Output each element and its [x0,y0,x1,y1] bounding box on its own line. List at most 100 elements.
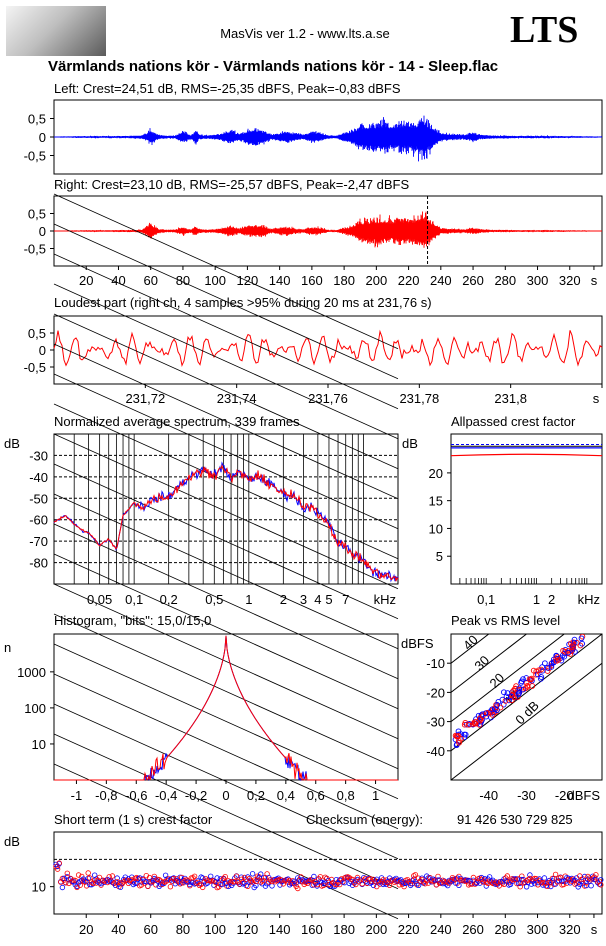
histogram-ylabel: n [4,640,11,655]
peakrms-point [548,660,555,667]
right-wave-xtick-label: 180 [333,273,355,288]
right-wave-ytick-label: 0,5 [28,207,46,222]
stcrest-xtick-label: 140 [269,922,291,937]
peakrms-point [508,693,514,700]
spectrum-slope-line [53,613,399,770]
spectrum-slope-line [53,523,399,680]
peakrms-line-label: 30 [471,653,492,674]
stcrest-point-right [96,874,103,881]
histogram-series-left [54,635,398,781]
spectrum-slope-line [53,493,399,650]
stcrest-xtick-label: 100 [204,922,226,937]
stcrest-point-left [214,875,220,881]
histogram-xtick-label: 0 [222,788,229,803]
stcrest-ytick-label: 10 [32,880,46,895]
stcrest-xtick-label: 320 [559,922,581,937]
crest-xtick-label: 2 [548,592,555,607]
crest-right-line [450,453,603,457]
crest-frame [450,433,603,585]
stcrest-point-right [167,884,174,890]
histogram-title: Histogram, "bits": 15,0/15,0 [54,613,212,628]
spectrum-slope-line [53,463,399,620]
peakrms-xtick-label: -30 [517,788,536,803]
peakrms-xlabel: dBFS [567,788,600,803]
stcrest-point-right [415,875,422,881]
spectrum-slope-line [53,343,399,500]
right-wave-xtick-label: 200 [366,273,388,288]
checksum-label: Checksum (energy): [306,812,424,827]
stcrest-point-left [93,876,99,882]
stcrest-point-right [590,875,596,881]
right-wave-xtick-label: 80 [176,273,190,288]
stcrest-xtick-label: 260 [462,922,484,937]
stcrest-point-left [114,875,120,881]
stcrest-point-right [506,879,512,886]
stcrest-xtick-label: 40 [111,922,125,937]
checksum-value: 91 426 530 729 825 [457,812,573,827]
stcrest-point-right [191,873,198,879]
stcrest-point-right [54,866,61,872]
stcrest-point-right [593,872,599,878]
stcrest-point-left [146,879,153,885]
histogram-ytick-label: 100 [24,701,46,716]
spectrum-xtick-label: 2 [280,592,287,607]
crest-xtick-label: 0,1 [477,592,495,607]
spectrum-xtick-label: 0,2 [160,592,178,607]
stcrest-point-left [598,877,604,883]
spectrum-slope-line [53,193,399,350]
stcrest-point-right [220,875,227,881]
histogram-xtick-label: 1 [372,788,379,803]
stcrest-point-right [90,880,96,886]
stcrest-point-right [91,877,98,883]
app-title: MasVis ver 1.2 - www.lts.a.se [220,26,390,41]
stcrest-point-right [470,874,477,881]
crest-xtick-label: 1 [533,592,540,607]
stcrest-point-right [448,878,454,884]
loudest-xtick-label: 231,78 [399,391,439,406]
loudest-xtick-label: 231,72 [125,391,165,406]
peakrms-point [482,710,489,717]
stcrest-point-left [585,876,591,883]
histogram-series-right [54,635,398,781]
stcrest-point-left [582,873,588,880]
stcrest-point-left [407,882,414,889]
spectrum-slope-line [53,643,399,800]
stcrest-point-left [311,873,317,880]
right-wave-xtick-label: 300 [527,273,549,288]
stcrest-point-right [251,877,257,883]
loudest-ytick-label: 0,5 [28,326,46,341]
loudest-xtick-label: 231,8 [494,391,527,406]
spectrum-xtick-label: 0,5 [205,592,223,607]
crest-ylabel: dB [402,436,418,451]
peakrms-point [538,666,545,673]
peakrms-line-label: 20 [486,670,507,691]
stcrest-point-right [56,860,62,866]
peakrms-point [466,721,472,728]
stcrest-xtick-label: s [591,922,598,937]
spectrum-slope-line [53,283,399,440]
peakrms-crest-line [451,634,566,723]
stcrest-xtick-label: 120 [237,922,259,937]
peakrms-point [535,667,542,674]
peakrms-point [520,686,527,693]
stcrest-xtick-label: 20 [79,922,93,937]
right-wave-xtick-label: 140 [269,273,291,288]
file-title: Värmlands nations kör - Värmlands nation… [48,58,499,75]
right-wave-xtick-label: 60 [143,273,157,288]
stcrest-point-right [378,878,385,885]
spectrum-slope-line [53,763,399,920]
peakrms-point [578,635,585,642]
stcrest-point-right [412,872,419,878]
peakrms-point [516,685,523,692]
right-wave-xtick-label: 160 [301,273,323,288]
stcrest-point-right [353,881,359,888]
left-wave-ytick-label: -0,5 [24,149,46,164]
spectrum-xtick-label: 4 [314,592,321,607]
peakrms-point [461,731,468,738]
stcrest-point-right [598,882,604,888]
spectrum-frame [53,433,399,585]
right-wave-ytick-label: 0 [39,224,46,239]
spectrum-slope-line [53,583,399,740]
stcrest-point-left [577,881,583,888]
